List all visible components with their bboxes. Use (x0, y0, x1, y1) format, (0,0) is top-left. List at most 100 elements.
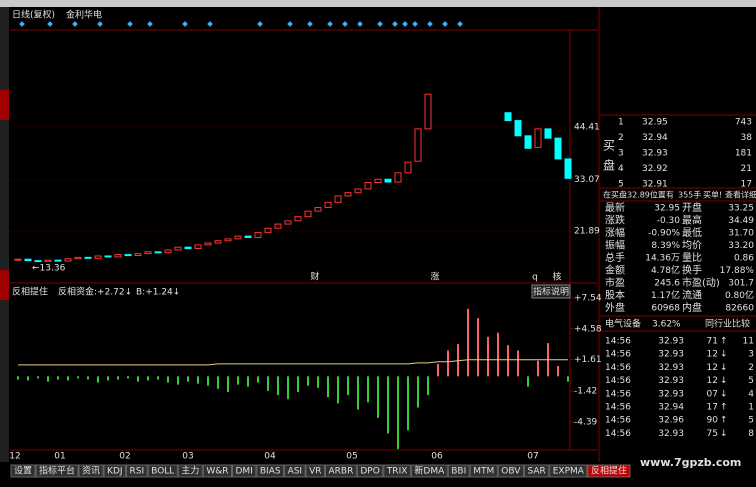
tab-label[interactable]: KDJ (107, 467, 123, 477)
tab-label[interactable]: 资讯 (82, 466, 100, 477)
indicator-bar (497, 332, 499, 377)
tab-label[interactable]: BOLL (151, 467, 174, 477)
tab-label[interactable]: W&R (206, 467, 228, 477)
indicator-bar (87, 376, 89, 380)
trade-arrow: ↓ (720, 363, 728, 373)
tab-label[interactable]: VR (309, 467, 321, 477)
tab-label[interactable]: 设置 (14, 466, 32, 477)
y-tick-label: -1.42 (574, 387, 597, 397)
trade-price: 32.93 (658, 376, 684, 386)
indicator-bar (557, 365, 559, 377)
x-tick-label: 06 (431, 452, 443, 462)
candle (44, 259, 52, 263)
tab[interactable] (305, 464, 326, 478)
volume: 743 (735, 118, 752, 128)
stat-label: 开盘 (682, 201, 702, 214)
indicator-bar (227, 376, 229, 392)
tab[interactable] (383, 464, 411, 478)
event-icon (97, 21, 103, 27)
tab-label[interactable]: OBV (501, 467, 521, 477)
tab-label[interactable]: BBI (451, 467, 466, 477)
candle (64, 258, 72, 262)
trade-arrow: ↑ (720, 337, 728, 347)
indicator-bar (307, 376, 309, 386)
tab-label[interactable]: DMI (236, 467, 253, 477)
trade-arrow: ↑ (720, 403, 728, 413)
tab-label[interactable]: 指标平台 (39, 465, 75, 477)
indicator-bar (197, 376, 199, 384)
tab[interactable] (469, 464, 498, 478)
indicator-button[interactable] (531, 284, 571, 299)
tab[interactable] (35, 464, 79, 478)
notice[interactable]: 查看详细 (725, 190, 756, 200)
trade-time: 14:56 (605, 416, 631, 426)
side-tab (0, 90, 9, 120)
industry[interactable]: 同行业比较 (705, 318, 750, 330)
tab-label[interactable]: 反相提住 (591, 465, 627, 477)
x-tick-label: 01 (54, 452, 65, 462)
indicator-bar (257, 376, 259, 383)
tab[interactable] (202, 464, 232, 478)
tab[interactable] (103, 464, 127, 478)
trade-time: 14:56 (605, 363, 631, 373)
trade-volume: 07 (707, 389, 718, 399)
candle (84, 256, 92, 259)
trade-time: 14:56 (605, 403, 631, 413)
indicator-bar (47, 376, 49, 382)
indicator-bar (17, 376, 19, 380)
tab-label[interactable]: RSI (130, 467, 145, 477)
tab-label[interactable]: TRIX (386, 467, 408, 477)
tab[interactable] (356, 464, 384, 478)
trade-volume: 12 (707, 363, 718, 373)
tab-label[interactable]: BIAS (260, 467, 281, 477)
event-icon (127, 21, 133, 27)
indicator-bar (167, 376, 169, 383)
tab[interactable] (549, 464, 588, 478)
tab-label[interactable]: ARBR (329, 467, 354, 477)
tab[interactable] (587, 464, 631, 478)
indicator-bar (427, 376, 429, 396)
level: 1 (618, 118, 624, 128)
tab-label[interactable]: MTM (473, 467, 494, 477)
tab[interactable] (78, 464, 104, 478)
tab[interactable] (126, 464, 148, 478)
indicator-bar (57, 376, 59, 380)
tab[interactable] (177, 464, 203, 478)
tab[interactable] (410, 464, 448, 478)
tab-label[interactable]: 主力 (181, 465, 199, 477)
indicator-bar (367, 376, 369, 403)
y-tick-label: 33.07 (574, 175, 600, 185)
trade-price: 32.96 (658, 416, 684, 426)
tab-label[interactable]: DPO (360, 467, 379, 477)
tab[interactable] (10, 464, 36, 478)
tab[interactable] (523, 464, 550, 478)
trade-arrow: ↓ (720, 429, 728, 439)
indicator-bar (267, 376, 269, 391)
tab-label[interactable]: ASI (288, 467, 303, 477)
tab[interactable] (447, 464, 470, 478)
tab[interactable] (325, 464, 357, 478)
stat-value: 33.25 (728, 204, 754, 214)
trade-time: 14:56 (605, 429, 631, 439)
candle (124, 254, 132, 257)
tab[interactable] (147, 464, 178, 478)
side-tab (0, 270, 9, 300)
trade-price: 32.93 (658, 337, 684, 347)
indicator-bar (157, 376, 159, 380)
tab-label[interactable]: SAR (527, 467, 545, 477)
tab[interactable] (232, 464, 257, 478)
tab[interactable] (284, 464, 306, 478)
tab[interactable] (256, 464, 285, 478)
indicator-button-label[interactable]: 指标说明 (533, 286, 569, 298)
tab-label[interactable]: 新DMA (414, 465, 445, 477)
tab[interactable] (497, 464, 524, 478)
indicator-bar (437, 363, 439, 377)
tab-label[interactable]: EXPMA (553, 467, 585, 477)
event-icon (327, 21, 333, 27)
candle (154, 251, 162, 254)
price: 32.93 (642, 149, 668, 159)
stat-label: 最低 (682, 226, 702, 239)
indicator-bar (247, 376, 249, 387)
notice: 在买盘32.89位置有 (603, 190, 674, 200)
stat-value: 34.49 (728, 216, 754, 226)
